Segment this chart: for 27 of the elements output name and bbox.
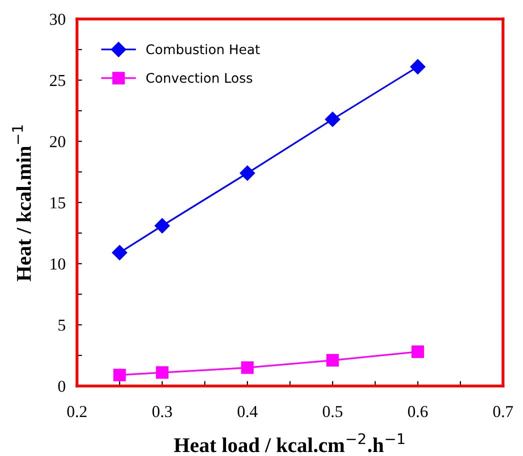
y-tick-label: 20 xyxy=(50,136,66,148)
x-tick-label: 0.6 xyxy=(408,406,428,418)
y-axis-title: Heat / kcal.min$^{−1}$ xyxy=(12,125,32,282)
point xyxy=(325,112,340,127)
point xyxy=(326,354,339,367)
point xyxy=(240,166,255,181)
y-tick-label: 10 xyxy=(50,258,66,270)
legend-label: Combustion Heat xyxy=(146,44,260,54)
point xyxy=(241,361,254,374)
x-tick-label: 0.7 xyxy=(493,406,513,418)
x-axis-title: Heat load / kcal.cm$^{−2}$.h$^{−1}$ xyxy=(174,433,404,452)
point xyxy=(156,366,168,379)
y-tick-label: 5 xyxy=(58,320,66,331)
point xyxy=(410,59,426,74)
x-tick-label: 0.2 xyxy=(67,406,86,418)
point xyxy=(112,245,128,260)
x-tick-label: 0.4 xyxy=(238,406,258,418)
x-tick-label: 0.3 xyxy=(152,406,172,418)
y-tick-label: 15 xyxy=(50,197,66,208)
y-tick-label: 30 xyxy=(50,14,66,25)
point xyxy=(113,368,126,382)
point xyxy=(154,218,170,234)
x-tick-label: 0.5 xyxy=(322,406,342,418)
legend-label: Convection Loss xyxy=(146,72,252,83)
point xyxy=(412,345,424,358)
y-tick-label: 25 xyxy=(50,74,66,86)
y-tick-label: 0 xyxy=(58,380,66,392)
